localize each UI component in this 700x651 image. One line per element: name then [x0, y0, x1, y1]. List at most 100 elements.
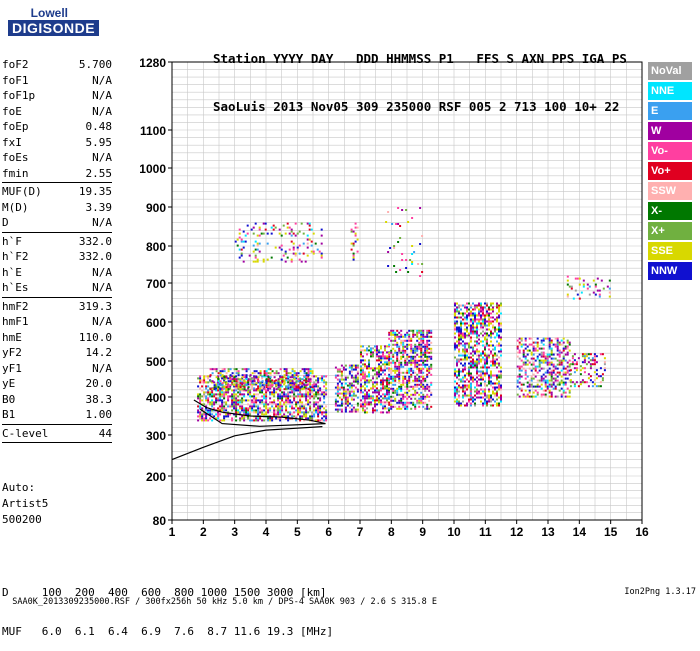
echo-point — [297, 407, 300, 410]
echo-point — [494, 352, 496, 355]
echo-point — [581, 355, 584, 358]
echo-point — [211, 388, 214, 391]
echo-point — [346, 396, 349, 399]
echo-point — [255, 377, 258, 380]
echo-point — [568, 341, 571, 344]
echo-point — [288, 232, 291, 235]
echo-point — [398, 365, 401, 368]
echo-point — [540, 383, 543, 386]
echo-point — [295, 395, 298, 398]
echo-point — [456, 390, 458, 393]
echo-point — [402, 403, 405, 406]
echo-point — [325, 387, 328, 390]
echo-point — [526, 395, 529, 398]
echo-point — [237, 401, 240, 404]
echo-point — [402, 347, 405, 350]
echo-point — [464, 318, 466, 321]
echo-point — [299, 399, 302, 402]
echo-point — [498, 384, 500, 387]
echo-point — [267, 411, 270, 414]
echo-point — [428, 387, 431, 390]
echo-point — [546, 355, 549, 358]
echo-point — [520, 345, 523, 348]
echo-point — [426, 351, 429, 354]
echo-point — [522, 393, 525, 396]
echo-point — [243, 389, 246, 392]
echo-point — [464, 374, 466, 377]
echo-point — [456, 316, 458, 319]
echo-point — [313, 387, 316, 390]
echo-point — [354, 408, 357, 411]
echo-point — [263, 385, 266, 388]
echo-point — [428, 339, 431, 342]
echo-point — [366, 393, 368, 396]
echo-point — [494, 330, 496, 333]
echo-point — [498, 344, 500, 347]
echo-point — [400, 387, 403, 390]
echo-point — [247, 387, 250, 390]
echo-point — [348, 386, 351, 389]
echo-point — [476, 382, 478, 385]
echo-point — [342, 366, 345, 369]
echo-point — [464, 348, 466, 351]
echo-point — [498, 402, 500, 405]
x-tick-label: 11 — [479, 525, 492, 539]
echo-point — [408, 369, 411, 372]
echo-point — [388, 363, 391, 366]
echo-point — [573, 363, 576, 366]
echo-point — [484, 338, 486, 341]
echo-point — [293, 376, 296, 379]
echo-point — [462, 390, 464, 393]
echo-point — [411, 253, 414, 255]
echo-point — [398, 407, 401, 410]
echo-point — [470, 398, 472, 401]
echo-point — [496, 392, 498, 395]
echo-point — [278, 232, 281, 235]
echo-point — [468, 314, 470, 317]
echo-point — [556, 375, 559, 378]
echo-point — [418, 341, 421, 344]
echo-point — [197, 397, 200, 400]
echo-point — [225, 403, 228, 406]
echo-point — [295, 383, 298, 386]
echo-point — [305, 377, 308, 380]
echo-point — [227, 391, 230, 394]
echo-point — [219, 391, 222, 394]
echo-point — [297, 393, 300, 396]
echo-point — [235, 395, 238, 398]
echo-point — [237, 372, 240, 375]
echo-point — [392, 387, 395, 390]
echo-point — [458, 390, 460, 393]
echo-point — [494, 358, 496, 361]
echo-point — [396, 351, 399, 354]
echo-point — [404, 375, 407, 378]
echo-point — [486, 360, 488, 363]
echo-point — [323, 385, 326, 388]
echo-point — [215, 393, 218, 396]
echo-point — [283, 380, 286, 383]
echo-point — [404, 339, 407, 342]
echo-point — [378, 373, 380, 376]
echo-point — [496, 402, 498, 405]
echo-point — [281, 378, 284, 381]
echo-point — [482, 306, 484, 309]
echo-point — [460, 322, 462, 325]
echo-point — [295, 387, 298, 390]
echo-point — [372, 351, 374, 354]
echo-point — [428, 369, 431, 372]
echo-point — [313, 389, 316, 392]
echo-point — [578, 277, 581, 280]
echo-point — [312, 252, 315, 255]
echo-point — [277, 397, 280, 400]
echo-point — [362, 395, 364, 398]
echo-point — [199, 379, 202, 382]
echo-point — [548, 353, 551, 356]
echo-point — [215, 389, 218, 392]
echo-point — [388, 367, 390, 370]
echo-point — [203, 403, 206, 406]
echo-point — [408, 395, 411, 398]
echo-point — [599, 381, 602, 384]
echo-point — [197, 377, 200, 380]
echo-point — [263, 405, 266, 408]
echo-point — [591, 381, 594, 384]
